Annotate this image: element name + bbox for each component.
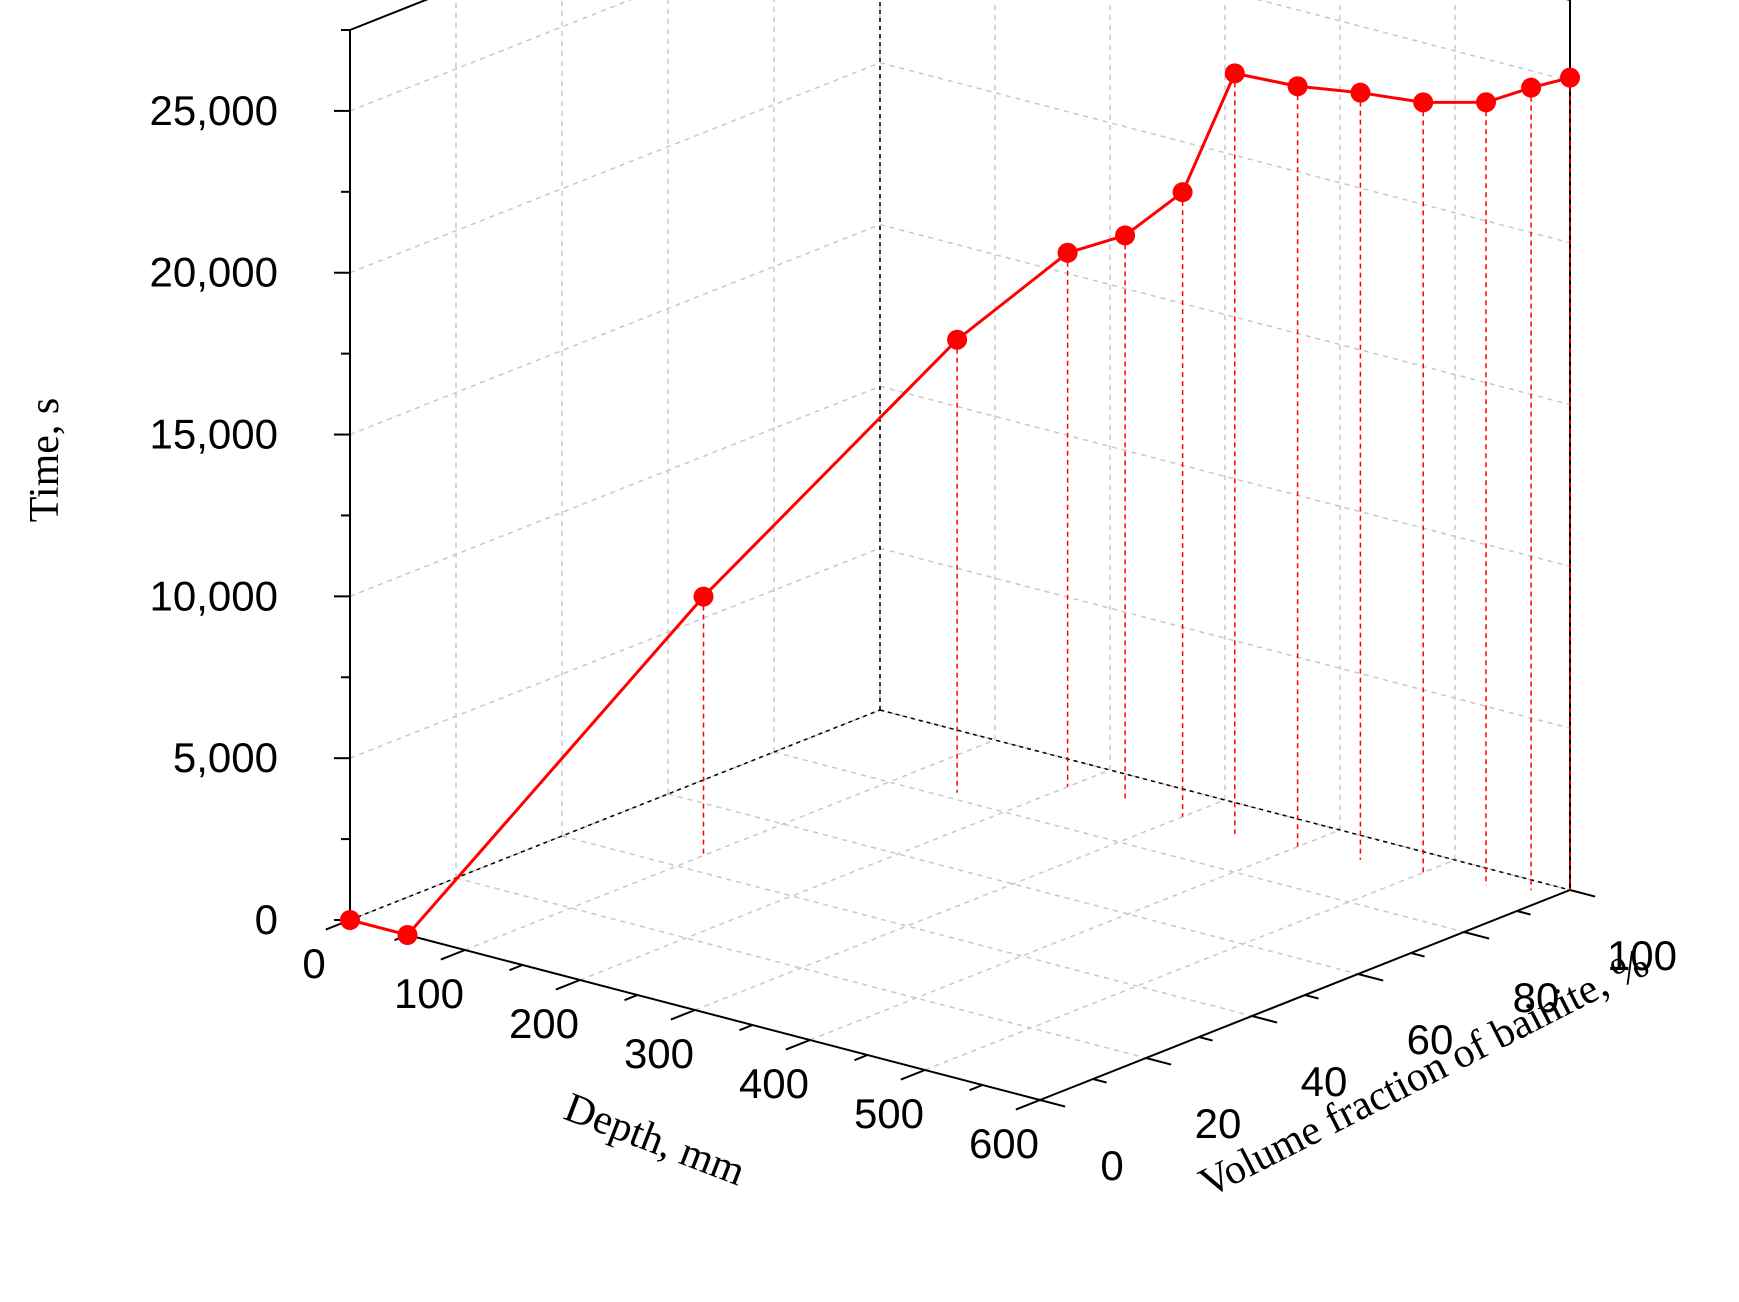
depth-tick (509, 964, 523, 972)
time-tick-label: 15,000 (150, 411, 278, 458)
data-point (1172, 182, 1193, 203)
depth-tick (1015, 1099, 1041, 1111)
data-point (1115, 225, 1136, 246)
bainite-tick-label: 20 (1195, 1100, 1242, 1147)
back-wall-gridline (879, 223, 1571, 406)
bainite-tick (1145, 1057, 1172, 1066)
depth-tick (900, 1069, 926, 1081)
data-point (1350, 82, 1371, 103)
time-tick-label: 5,000 (173, 734, 278, 781)
drop-lines (702, 73, 1571, 891)
depth-tick (555, 979, 581, 991)
time-tick-label: 25,000 (150, 87, 278, 134)
data-point (1476, 92, 1496, 113)
hidden-floor-edge (879, 709, 1571, 891)
depth-tick (854, 1054, 868, 1062)
top-edge-line (349, 0, 429, 31)
floor-gridline (694, 799, 1226, 1011)
data-point (1057, 242, 1078, 263)
bainite-tick-label: 100 (1607, 932, 1677, 979)
floor-gridline (773, 751, 1465, 933)
depth-tick (969, 1084, 983, 1092)
hidden-floor-edge (349, 709, 881, 921)
time-tick-label: 10,000 (150, 572, 278, 619)
depth-axis-title: Depth, mm (558, 1085, 751, 1196)
depth-tick-label: 500 (854, 1090, 924, 1137)
bainite-tick (1198, 1036, 1213, 1042)
data-point (1560, 67, 1580, 88)
side-wall-gridline (349, 709, 881, 921)
time-tick-label: 20,000 (150, 249, 278, 296)
depth-tick-label: 0 (302, 940, 325, 987)
bainite-tick-label: 60 (1407, 1016, 1454, 1063)
floor-gridline (667, 793, 1359, 975)
side-wall-gridline (349, 385, 881, 598)
floor-gridline (809, 829, 1341, 1041)
grid-layer (349, 0, 1571, 1101)
bainite-tick (1516, 910, 1531, 916)
bainite-tick (1463, 931, 1490, 940)
data-point (1413, 92, 1434, 113)
depth-tick-label: 100 (394, 970, 464, 1017)
bainite-tick-label: 80 (1513, 974, 1560, 1021)
data-point (1521, 77, 1542, 98)
bainite-tick (1039, 1099, 1066, 1108)
bainite-tick (1304, 994, 1319, 1000)
floor-gridline (579, 769, 1111, 981)
depth-tick (739, 1024, 753, 1032)
series-layer (340, 63, 1580, 945)
floor-gridline (561, 835, 1253, 1017)
depth-tick (624, 994, 638, 1002)
back-wall-gridline (879, 62, 1571, 244)
back-wall-gridline (879, 547, 1571, 729)
bainite-tick (1251, 1015, 1278, 1024)
floor-gridline (924, 859, 1456, 1071)
side-wall-gridline (349, 62, 881, 274)
tick-layer (325, 29, 1596, 1111)
bainite-tick-label: 40 (1301, 1058, 1348, 1105)
time-axis-title: Time, s (22, 398, 68, 523)
data-point (693, 586, 714, 607)
floor-gridline (464, 739, 996, 951)
bainite-tick-label: 0 (1100, 1142, 1123, 1189)
bainite-axis-title: Volume fraction of bainite, % (1192, 940, 1656, 1207)
depth-tick (440, 949, 466, 961)
bainite-tick (1357, 973, 1384, 982)
side-wall-gridline (349, 547, 881, 759)
data-point (397, 925, 418, 945)
back-wall-gridline (1256, 0, 1571, 82)
axis-frame (349, 0, 1571, 1101)
back-wall-gridline (879, 385, 1571, 568)
depth-tick-label: 400 (739, 1060, 809, 1107)
depth-tick-label: 300 (624, 1030, 694, 1077)
series-line (349, 71, 1571, 937)
bainite-tick (1569, 889, 1596, 898)
data-point (1287, 76, 1308, 97)
depth-tick-label: 600 (969, 1120, 1039, 1167)
data-point (947, 329, 968, 350)
data-point (1224, 63, 1245, 84)
data-point (340, 910, 360, 930)
time-tick-label: 0 (255, 896, 278, 943)
depth-tick (785, 1039, 811, 1051)
floor-gridline (455, 877, 1147, 1059)
bainite-tick (1092, 1078, 1107, 1084)
bainite-tick (1410, 952, 1425, 958)
depth-tick-label: 200 (509, 1000, 579, 1047)
label-layer: 05,00010,00015,00020,00025,0000100200300… (150, 87, 1678, 1189)
depth-tick (670, 1009, 696, 1021)
side-wall-gridline (349, 223, 881, 436)
